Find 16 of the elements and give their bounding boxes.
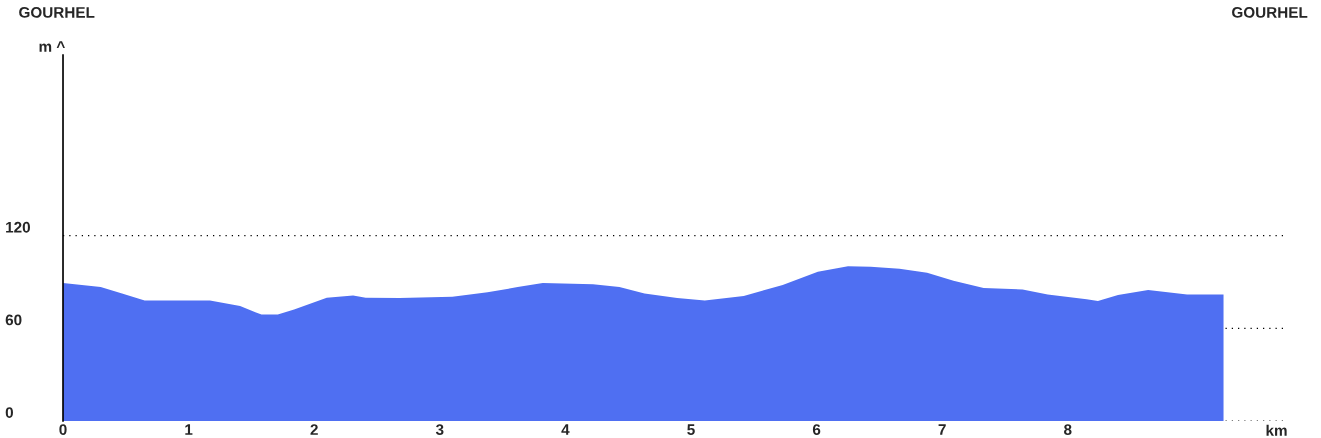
x-tick-label: 1 bbox=[185, 424, 193, 435]
x-tick-label: 6 bbox=[812, 424, 821, 436]
x-tick-label: 5 bbox=[687, 424, 695, 436]
y-tick-label: 120 bbox=[6, 221, 30, 233]
x-tick-label: 4 bbox=[561, 424, 570, 435]
text: GOURHEL bbox=[19, 6, 95, 18]
y-tick-label: 0 bbox=[5, 407, 13, 418]
x-tick-label: 2 bbox=[310, 424, 318, 435]
y-axis-title: m ^ bbox=[39, 41, 65, 52]
x-tick-label: 8 bbox=[1064, 424, 1072, 436]
x-tick-label: 0 bbox=[59, 424, 67, 436]
x-axis-title: km bbox=[1266, 424, 1287, 436]
x-tick-label: 3 bbox=[435, 424, 444, 436]
text: GOURHEL bbox=[1232, 6, 1308, 18]
y-tick-label: 60 bbox=[5, 314, 22, 326]
x-tick-label: 7 bbox=[938, 424, 946, 435]
